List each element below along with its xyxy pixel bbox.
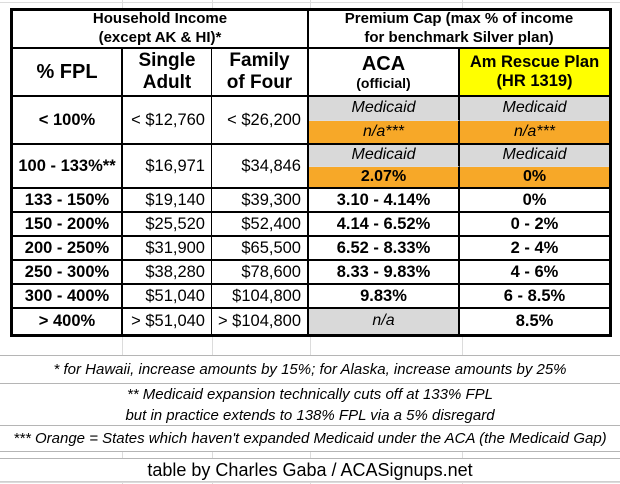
family-of-four-cell: $39,300 — [212, 189, 309, 213]
aca-cap-cell-expansion: Medicaid — [309, 145, 460, 167]
arp-cap-cell-nonexpansion: n/a*** — [460, 121, 609, 145]
aca-cap-cell-expansion: Medicaid — [309, 97, 460, 121]
family-of-four-cell: $65,500 — [212, 237, 309, 261]
family-of-four-cell: $52,400 — [212, 213, 309, 237]
aca-cap-cell-nonexpansion: n/a*** — [309, 121, 460, 145]
grid-line — [0, 2, 620, 3]
arp-cap-cell: 4 - 6% — [460, 261, 609, 285]
arp-cap-cell: 0 - 2% — [460, 213, 609, 237]
single-adult-cell: $38,280 — [123, 261, 212, 285]
aca-cap-cell: 9.83% — [309, 285, 460, 309]
fpl-cell: 300 - 400% — [13, 285, 123, 309]
fpl-cell: 133 - 150% — [13, 189, 123, 213]
household-income-group-header: Household Income (except AK & HI)* — [13, 11, 309, 49]
aca-cap-cell: 3.10 - 4.14% — [309, 189, 460, 213]
aca-column-header-subtitle: (official) — [356, 74, 411, 91]
grid-line — [0, 482, 620, 483]
single-adult-cell: $25,520 — [123, 213, 212, 237]
aca-column-header: ACA (official) — [309, 49, 460, 97]
arp-cap-cell-nonexpansion: 0% — [460, 167, 609, 189]
fpl-cell: > 400% — [13, 309, 123, 334]
footnote-orange-legend: *** Orange = States which haven't expand… — [0, 426, 620, 452]
single-adult-cell: $31,900 — [123, 237, 212, 261]
family-of-four-cell: < $26,200 — [212, 97, 309, 145]
aca-cap-cell-na: n/a — [309, 309, 460, 334]
aca-column-header-title: ACA — [361, 52, 406, 75]
arp-cap-cell-expansion: Medicaid — [460, 145, 609, 167]
arp-cap-cell-expansion: Medicaid — [460, 97, 609, 121]
arp-cap-cell: 6 - 8.5% — [460, 285, 609, 309]
fpl-cell: 100 - 133%** — [13, 145, 123, 189]
footnote-medicaid-expansion: ** Medicaid expansion technically cuts o… — [0, 384, 620, 426]
single-adult-cell: < $12,760 — [123, 97, 212, 145]
single-adult-cell: $51,040 — [123, 285, 212, 309]
family-of-four-column-header: Family of Four — [212, 49, 309, 97]
fpl-cell: 150 - 200% — [13, 213, 123, 237]
rescue-plan-column-header: Am Rescue Plan (HR 1319) — [460, 49, 609, 97]
family-of-four-cell: $34,846 — [212, 145, 309, 189]
fpl-cell: 200 - 250% — [13, 237, 123, 261]
footnote-hawaii-alaska: * for Hawaii, increase amounts by 15%; f… — [0, 355, 620, 384]
family-of-four-cell: > $104,800 — [212, 309, 309, 334]
fpl-cell: 250 - 300% — [13, 261, 123, 285]
arp-cap-cell: 2 - 4% — [460, 237, 609, 261]
family-of-four-cell: $104,800 — [212, 285, 309, 309]
arp-cap-cell: 0% — [460, 189, 609, 213]
single-adult-cell: > $51,040 — [123, 309, 212, 334]
single-adult-cell: $16,971 — [123, 145, 212, 189]
aca-cap-cell: 6.52 - 8.33% — [309, 237, 460, 261]
fpl-cell: < 100% — [13, 97, 123, 145]
single-adult-cell: $19,140 — [123, 189, 212, 213]
fpl-column-header: % FPL — [13, 49, 123, 97]
arp-cap-cell: 8.5% — [515, 312, 554, 331]
family-of-four-cell: $78,600 — [212, 261, 309, 285]
aca-cap-cell-nonexpansion: 2.07% — [309, 167, 460, 189]
aca-cap-cell: 4.14 - 6.52% — [309, 213, 460, 237]
income-premium-cap-table: Household Income (except AK & HI)* Premi… — [10, 8, 612, 337]
premium-cap-group-header: Premium Cap (max % of income for benchma… — [309, 11, 609, 49]
table-credit: table by Charles Gaba / ACASignups.net — [0, 458, 620, 482]
single-adult-column-header: Single Adult — [123, 49, 212, 97]
aca-cap-cell: 8.33 - 9.83% — [309, 261, 460, 285]
